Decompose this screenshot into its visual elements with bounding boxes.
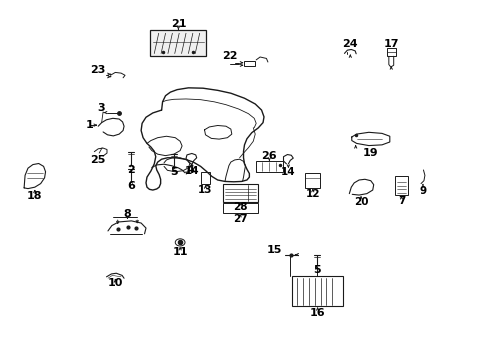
Text: 5: 5 <box>170 167 177 177</box>
Text: 9: 9 <box>419 186 426 196</box>
Bar <box>386 48 395 56</box>
Text: 22: 22 <box>221 50 237 60</box>
Text: 18: 18 <box>27 191 42 201</box>
Text: 14: 14 <box>184 166 199 176</box>
Text: 26: 26 <box>261 151 277 161</box>
Bar <box>222 184 257 202</box>
Text: 17: 17 <box>383 40 398 49</box>
Text: 28: 28 <box>232 202 247 212</box>
Bar <box>305 173 320 188</box>
Text: 10: 10 <box>107 278 122 288</box>
Bar <box>394 176 407 195</box>
Text: 27: 27 <box>232 214 247 224</box>
Text: 3: 3 <box>97 103 105 113</box>
Bar <box>292 276 343 306</box>
Text: 2: 2 <box>127 165 135 175</box>
Text: 16: 16 <box>309 308 325 318</box>
Text: 23: 23 <box>90 65 105 75</box>
Text: 25: 25 <box>90 155 106 165</box>
Text: 13: 13 <box>198 185 212 195</box>
Text: 24: 24 <box>342 40 357 49</box>
Text: 14: 14 <box>281 167 295 177</box>
Text: 12: 12 <box>305 189 319 199</box>
Bar <box>200 172 210 184</box>
Text: 8: 8 <box>123 209 131 219</box>
Bar <box>150 31 206 56</box>
Text: 5: 5 <box>312 265 320 275</box>
Text: 21: 21 <box>170 19 186 29</box>
Text: 19: 19 <box>362 148 377 158</box>
Text: 1: 1 <box>85 120 93 130</box>
Bar <box>256 161 283 172</box>
Text: 15: 15 <box>266 245 282 255</box>
Text: 7: 7 <box>397 196 405 206</box>
Bar <box>222 203 257 213</box>
Text: 20: 20 <box>353 197 367 207</box>
Text: 4: 4 <box>186 165 194 175</box>
Bar <box>244 60 255 66</box>
Text: 6: 6 <box>127 181 135 192</box>
Text: 11: 11 <box>172 247 187 257</box>
